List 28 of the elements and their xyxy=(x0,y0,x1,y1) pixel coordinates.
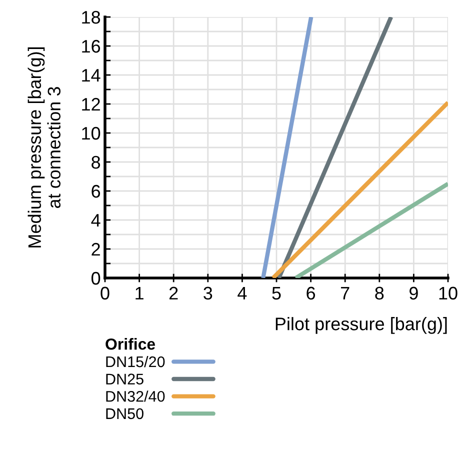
x-axis-title: Pilot pressure [bar(g)] xyxy=(276,317,447,334)
y-tick-label: 0 xyxy=(92,272,100,285)
legend-label: DN50 xyxy=(106,408,144,420)
y-axis-title: Medium pressure [bar(g)] at connection 3 xyxy=(28,47,61,248)
y-tick-label: 12 xyxy=(82,98,100,111)
x-tick-label: 9 xyxy=(410,286,418,300)
legend-label: DN32/40 xyxy=(106,390,165,402)
x-tick-label: 6 xyxy=(306,286,316,300)
x-tick-label: 0 xyxy=(100,286,110,300)
legend-label: DN15/20 xyxy=(106,356,165,368)
x-tick-label: 5 xyxy=(272,286,281,300)
y-tick-label: 8 xyxy=(92,156,100,169)
y-tick-label: 14 xyxy=(82,69,100,82)
x-tick-label: 8 xyxy=(375,286,384,300)
legend-label: DN25 xyxy=(106,374,144,384)
y-tick-label: 18 xyxy=(82,10,100,24)
x-tick-label: 7 xyxy=(341,286,350,300)
y-tick-label: 10 xyxy=(82,126,100,140)
y-tick-label: 4 xyxy=(91,214,100,227)
x-tick-label: 1 xyxy=(136,286,144,300)
y-tick-label: 2 xyxy=(92,242,100,256)
legend-title: Orifice xyxy=(106,338,156,350)
y-tick-label: 16 xyxy=(82,40,100,53)
x-tick-label: 4 xyxy=(238,286,247,300)
y-tick-label: 6 xyxy=(92,184,100,198)
x-tick-label: 2 xyxy=(169,286,178,300)
x-tick-label: 10 xyxy=(439,286,458,300)
x-tick-label: 3 xyxy=(204,286,212,300)
